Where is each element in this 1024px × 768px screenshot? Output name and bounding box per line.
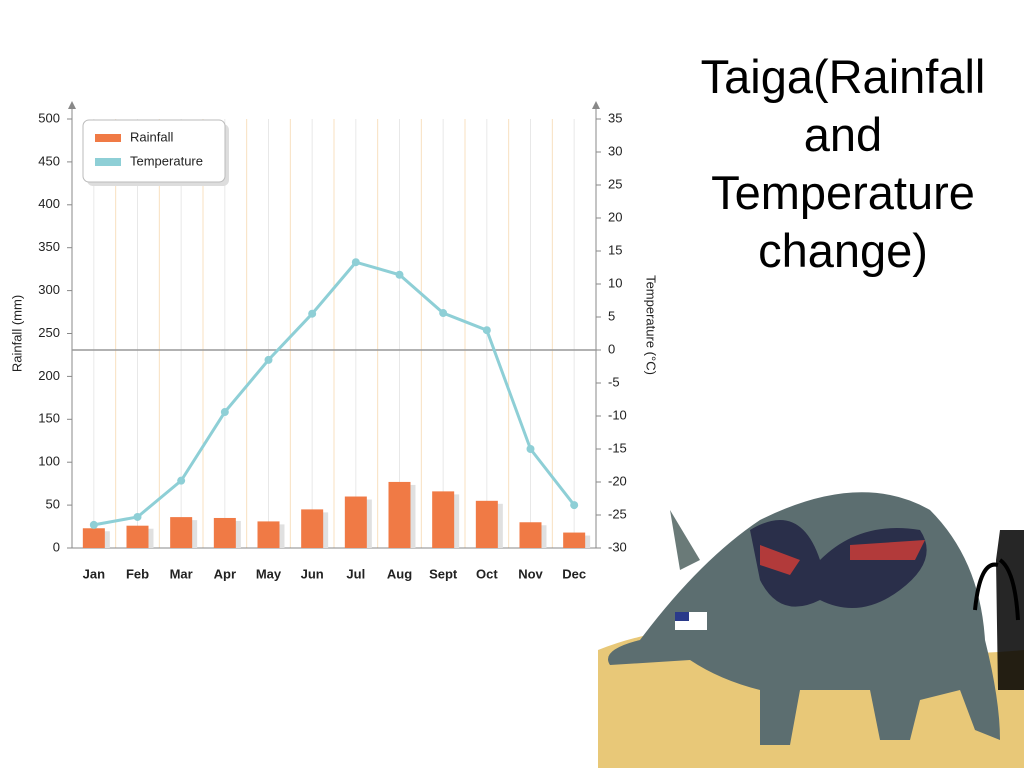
y-tick-label: 200 [38, 368, 60, 383]
y2-tick-label: 5 [608, 308, 615, 323]
y-tick-label: 250 [38, 325, 60, 340]
x-tick-label: Feb [126, 566, 149, 581]
y-tick-label: 350 [38, 239, 60, 254]
x-tick-label: Apr [214, 566, 236, 581]
y2-tick-label: -5 [608, 374, 620, 389]
line [93, 260, 576, 527]
bar [126, 525, 149, 548]
point [264, 355, 273, 364]
bar [519, 522, 542, 548]
point [351, 258, 360, 267]
x-tick-label: Sept [429, 566, 458, 581]
bar [213, 517, 236, 548]
y-tick-label: 100 [38, 454, 60, 469]
y2-tick-label: 25 [608, 176, 622, 191]
bar [257, 521, 280, 548]
y-tick-label: 50 [46, 497, 60, 512]
slide-title: Taiga(Rainfall and Temperature change) [700, 50, 986, 277]
y2-tick-label: -15 [608, 440, 627, 455]
y2-tick-label: -10 [608, 407, 627, 422]
x-tick-label: Dec [562, 566, 586, 581]
x-tick-label: Jan [83, 566, 105, 581]
y-tick-label: 500 [38, 110, 60, 125]
y2-tick-label: 30 [608, 143, 622, 158]
y2-axis-label: Temperature (°C) [644, 275, 659, 375]
bar [344, 496, 367, 548]
y-axis-label: Rainfall (mm) [9, 295, 24, 372]
y-tick-label: 150 [38, 411, 60, 426]
point [395, 270, 404, 279]
y2-tick-label: -20 [608, 473, 627, 488]
point [439, 309, 448, 318]
y-tick-label: 300 [38, 282, 60, 297]
x-tick-label: Jun [301, 566, 324, 581]
y2-tick-label: -30 [608, 539, 627, 554]
legend-label: Rainfall [130, 129, 173, 144]
bar [563, 532, 586, 548]
x-tick-label: Aug [387, 566, 412, 581]
point [89, 520, 98, 529]
legend-swatch [95, 134, 121, 142]
y2-tick-label: 15 [608, 242, 622, 257]
y-tick-label: 400 [38, 196, 60, 211]
axis-arrow [592, 101, 600, 109]
y-tick-label: 450 [38, 153, 60, 168]
y-tick-label: 0 [53, 539, 60, 554]
x-tick-label: Jul [346, 566, 365, 581]
point [482, 326, 491, 335]
x-tick-label: Nov [518, 566, 543, 581]
y2-tick-label: -25 [608, 506, 627, 521]
bar [432, 491, 455, 548]
point [133, 512, 142, 521]
legend-swatch [95, 158, 121, 166]
y2-tick-label: 35 [608, 110, 622, 125]
point [526, 445, 535, 453]
x-tick-label: May [256, 566, 282, 581]
point [570, 501, 579, 510]
point [308, 309, 317, 318]
y2-tick-label: 20 [608, 209, 622, 224]
bar [82, 528, 105, 548]
bar [388, 481, 411, 548]
illustration [598, 492, 1024, 768]
point [177, 476, 186, 485]
y2-tick-label: 10 [608, 275, 622, 290]
point [220, 408, 229, 417]
bar [475, 500, 498, 548]
x-tick-label: Oct [476, 566, 498, 581]
x-tick-label: Mar [170, 566, 193, 581]
legend-label: Temperature [130, 153, 203, 168]
y2-tick-label: 0 [608, 341, 615, 356]
axis-arrow [68, 101, 76, 109]
bar [301, 509, 324, 548]
bar [170, 517, 193, 548]
